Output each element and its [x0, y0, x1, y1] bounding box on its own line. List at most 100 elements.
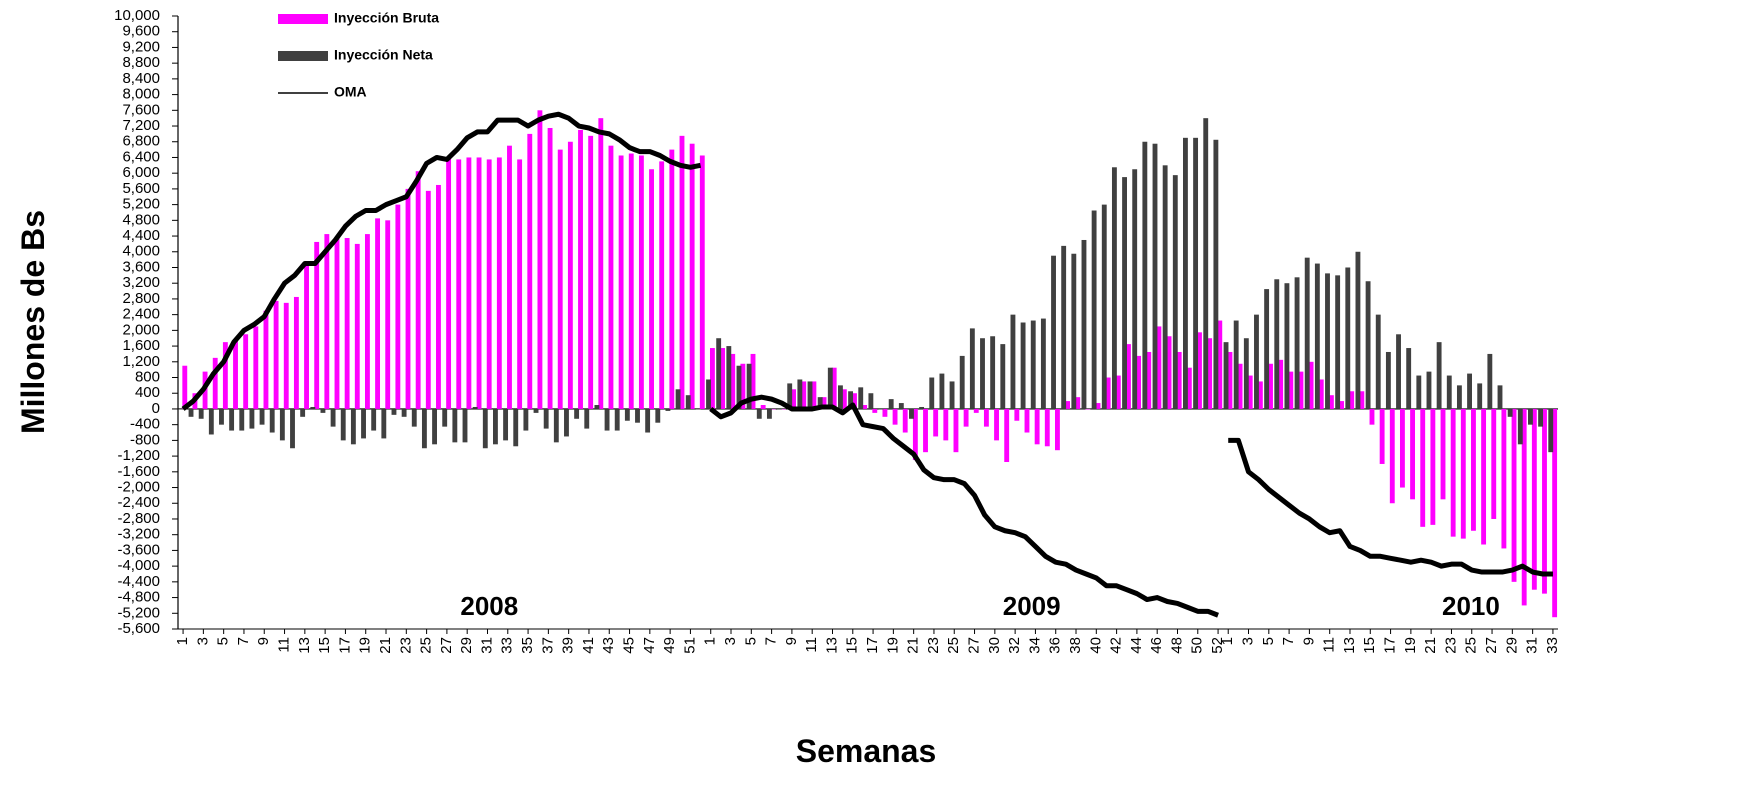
oma-line — [709, 394, 1219, 618]
x-tick-label: 45 — [621, 637, 638, 654]
bar — [371, 408, 377, 431]
x-tick-label: 29 — [1503, 637, 1520, 654]
bar — [1156, 326, 1162, 409]
bar — [1126, 344, 1131, 409]
oma-line — [1228, 437, 1553, 577]
bar — [1345, 267, 1351, 409]
y-tick-label: -1,200 — [117, 447, 160, 464]
bar — [716, 338, 722, 409]
x-tick-label: 27 — [438, 637, 455, 654]
bar — [1264, 289, 1270, 409]
bar — [553, 408, 559, 443]
bar — [1471, 408, 1476, 531]
x-tick-label: 47 — [641, 637, 658, 654]
x-tick-label: 21 — [1422, 637, 1439, 654]
x-tick-label: 48 — [1168, 637, 1185, 654]
bar — [699, 155, 705, 409]
bar — [259, 408, 265, 425]
bar — [1406, 348, 1412, 409]
bar — [777, 408, 782, 410]
bar — [1517, 408, 1523, 445]
bar — [1065, 401, 1071, 409]
y-tick-label: 7,600 — [122, 101, 160, 118]
bar — [760, 405, 766, 409]
x-tick-label: 13 — [823, 637, 840, 654]
y-tick-label: 6,800 — [122, 133, 160, 150]
bar — [811, 381, 817, 409]
bar — [208, 408, 214, 435]
bar — [1491, 408, 1497, 519]
bar — [831, 367, 837, 409]
y-tick-label: -1,600 — [117, 463, 160, 480]
bar — [283, 302, 289, 409]
x-tick-label: 1 — [702, 637, 719, 645]
bar — [953, 408, 959, 453]
bar — [1024, 408, 1030, 433]
bar — [1274, 279, 1280, 409]
bar — [1000, 344, 1006, 409]
bar — [486, 159, 492, 409]
bar — [1385, 351, 1391, 409]
bar — [446, 157, 452, 409]
x-tick-label: 17 — [336, 637, 353, 654]
bar — [269, 408, 275, 433]
bar — [273, 300, 279, 409]
bar — [1054, 408, 1060, 451]
bar — [973, 408, 979, 413]
y-tick-label: -4,000 — [117, 557, 160, 574]
y-tick-label: 8,400 — [122, 70, 160, 87]
x-tick-label: 13 — [1341, 637, 1358, 654]
bar — [1176, 351, 1182, 409]
x-tick-label: 43 — [600, 637, 617, 654]
x-tick-label: 3 — [722, 637, 739, 645]
bar — [963, 408, 969, 427]
bar — [401, 408, 407, 417]
x-tick-label: 9 — [1300, 637, 1317, 645]
bar — [1399, 408, 1405, 488]
x-tick-label: 19 — [1402, 637, 1419, 654]
bar — [523, 408, 529, 431]
y-tick-label: 8,000 — [122, 86, 160, 103]
bar — [1172, 175, 1178, 409]
bar — [421, 408, 427, 449]
bar — [249, 408, 255, 429]
bar — [1375, 314, 1381, 409]
bar — [1014, 408, 1020, 421]
bar — [411, 408, 417, 427]
y-tick-label: 4,400 — [122, 227, 160, 244]
x-tick-label: 49 — [661, 637, 678, 654]
bar — [1325, 273, 1330, 409]
x-tick-label: 44 — [1128, 637, 1145, 654]
bar — [709, 348, 715, 409]
bar — [959, 355, 965, 409]
bar — [770, 408, 776, 410]
y-tick-label: -800 — [130, 431, 160, 448]
x-tick-label: 19 — [357, 637, 374, 654]
bar — [442, 408, 448, 427]
x-tick-label: 27 — [1483, 637, 1500, 654]
bar — [557, 149, 563, 409]
bar — [695, 408, 701, 410]
bar — [1183, 137, 1188, 409]
bar — [517, 159, 523, 409]
bar — [1115, 375, 1121, 409]
bar — [882, 408, 888, 417]
bar — [233, 340, 238, 409]
bar — [929, 377, 935, 409]
bar — [1162, 165, 1168, 409]
bar — [862, 405, 868, 409]
x-tick-label: 11 — [803, 637, 820, 653]
bar — [1247, 375, 1253, 409]
y-tick-label: -4,800 — [117, 589, 160, 606]
y-tick-label: 3,200 — [122, 274, 160, 291]
bar — [1507, 408, 1513, 417]
bar — [507, 145, 512, 409]
bar — [665, 408, 671, 411]
bar — [1288, 371, 1294, 409]
bar — [1314, 263, 1320, 409]
bar — [547, 127, 553, 409]
bar — [222, 342, 228, 409]
bar — [564, 408, 569, 437]
x-tick-label: 30 — [986, 637, 1003, 654]
bar — [1186, 367, 1192, 409]
